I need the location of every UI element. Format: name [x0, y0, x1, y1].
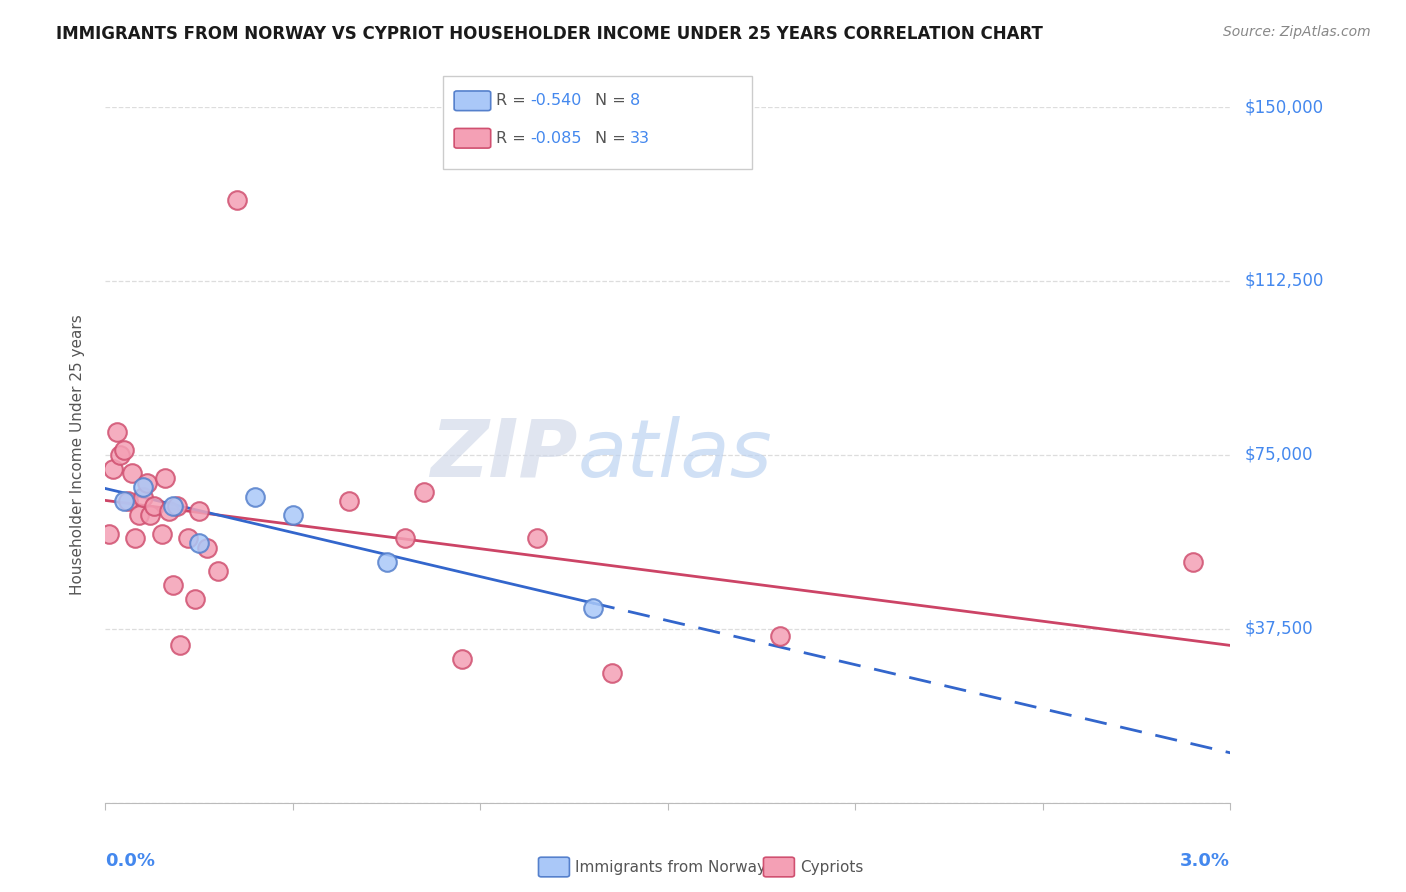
Point [375, 555, 398, 569]
Point [600, 665, 623, 680]
Point [110, 448, 132, 462]
Point [188, 503, 211, 517]
Text: IMMIGRANTS FROM NORWAY VS CYPRIOT HOUSEHOLDER INCOME UNDER 25 YEARS CORRELATION : IMMIGRANTS FROM NORWAY VS CYPRIOT HOUSEH… [56, 25, 1043, 43]
Point [139, 508, 162, 523]
Point [143, 499, 166, 513]
Text: 0.0%: 0.0% [105, 852, 156, 870]
Point [450, 652, 472, 666]
Text: Cypriots: Cypriots [800, 860, 863, 874]
Text: -0.085: -0.085 [530, 131, 582, 145]
Text: 3.0%: 3.0% [1180, 852, 1230, 870]
Point [225, 193, 247, 207]
Text: R =: R = [496, 94, 531, 108]
Point [162, 578, 184, 592]
Point [155, 471, 177, 485]
Point [769, 629, 792, 643]
Point [1181, 555, 1204, 569]
Point [184, 591, 207, 606]
Point [177, 532, 200, 546]
Text: ZIP: ZIP [430, 416, 578, 494]
Point [101, 462, 124, 476]
Text: $150,000: $150,000 [1244, 98, 1323, 116]
Point [98, 526, 121, 541]
Point [195, 541, 218, 555]
Text: 8: 8 [630, 94, 640, 108]
Point [245, 490, 267, 504]
Point [166, 499, 188, 513]
Point [112, 443, 135, 458]
Point [105, 425, 128, 439]
Text: atlas: atlas [578, 416, 773, 494]
Text: Source: ZipAtlas.com: Source: ZipAtlas.com [1223, 25, 1371, 39]
Point [135, 475, 157, 490]
Point [124, 532, 146, 546]
Y-axis label: Householder Income Under 25 years: Householder Income Under 25 years [70, 315, 84, 595]
Text: $112,500: $112,500 [1244, 272, 1323, 290]
Text: $75,000: $75,000 [1244, 446, 1313, 464]
Point [132, 490, 155, 504]
Text: R =: R = [496, 131, 531, 145]
Text: 33: 33 [630, 131, 650, 145]
Text: -0.540: -0.540 [530, 94, 582, 108]
Point [150, 526, 173, 541]
Point [128, 508, 150, 523]
Text: N =: N = [595, 94, 631, 108]
Point [157, 503, 180, 517]
Point [413, 485, 436, 500]
Point [394, 532, 416, 546]
Point [169, 638, 191, 652]
Point [526, 532, 548, 546]
Point [117, 494, 139, 508]
Point [281, 508, 304, 523]
Point [188, 536, 211, 550]
Point [207, 564, 229, 578]
Point [112, 494, 135, 508]
Point [121, 467, 143, 481]
Text: Immigrants from Norway: Immigrants from Norway [575, 860, 766, 874]
Point [337, 494, 360, 508]
Point [132, 480, 155, 494]
Text: $37,500: $37,500 [1244, 620, 1313, 638]
Point [582, 601, 605, 615]
Text: N =: N = [595, 131, 631, 145]
Point [162, 499, 184, 513]
